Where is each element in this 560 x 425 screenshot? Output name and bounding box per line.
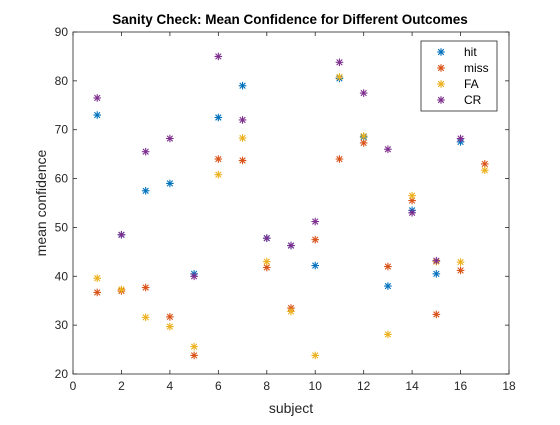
y-tick-label: 70 — [55, 123, 69, 137]
chart-title: Sanity Check: Mean Confidence for Differ… — [112, 12, 468, 27]
x-tick-label: 2 — [118, 379, 125, 393]
data-point-miss — [238, 156, 247, 165]
data-point-cr — [384, 145, 392, 154]
data-point-cr — [408, 208, 416, 217]
data-point-cr — [93, 94, 102, 102]
data-point-miss — [384, 262, 392, 271]
data-point-fa — [480, 166, 489, 175]
x-axis-label: subject — [269, 400, 313, 416]
data-point-miss — [93, 288, 102, 297]
data-point-fa — [311, 351, 320, 360]
legend-entry-fa: FA — [437, 77, 479, 91]
y-tick-label: 40 — [55, 269, 69, 283]
data-point-fa — [238, 134, 247, 142]
legend-box — [420, 40, 498, 112]
x-tick-label: 18 — [502, 379, 516, 393]
data-point-fa — [214, 170, 223, 179]
y-tick-label: 80 — [55, 74, 69, 88]
data-point-fa — [93, 274, 102, 283]
data-point-hit — [141, 186, 150, 195]
data-point-miss — [262, 263, 271, 272]
legend-label: FA — [464, 77, 479, 91]
legend-marker — [437, 48, 445, 56]
data-point-cr — [117, 230, 126, 239]
data-point-cr — [238, 116, 247, 124]
data-point-miss — [432, 310, 441, 319]
legend-entry-miss: miss — [437, 61, 489, 75]
data-point-fa — [408, 191, 416, 200]
x-tick-label: 12 — [357, 379, 371, 393]
plot-frame — [72, 31, 510, 375]
y-tick-label: 50 — [55, 220, 69, 234]
data-point-miss — [311, 235, 320, 244]
data-point-miss — [166, 313, 174, 321]
legend-label: hit — [464, 45, 477, 59]
data-point-cr — [262, 234, 271, 242]
y-tick-label: 30 — [55, 318, 69, 332]
data-point-hit — [384, 282, 392, 290]
x-tick-label: 4 — [167, 379, 174, 393]
data-point-cr — [456, 134, 465, 143]
data-point-cr — [432, 256, 441, 265]
y-axis-label: mean confidence — [33, 149, 49, 256]
data-point-miss — [335, 155, 344, 163]
y-tick-label: 90 — [55, 25, 69, 39]
data-point-cr — [311, 217, 320, 226]
data-points — [93, 52, 489, 360]
x-tick-label: 8 — [263, 379, 270, 393]
data-point-hit — [432, 270, 441, 278]
data-point-cr — [287, 241, 295, 250]
data-point-cr — [190, 272, 198, 281]
x-tick-label: 0 — [70, 379, 77, 393]
data-point-cr — [214, 52, 223, 61]
data-point-fa — [166, 322, 174, 331]
x-tick-label: 10 — [309, 379, 323, 393]
y-tick-label: 20 — [55, 367, 69, 381]
data-point-fa — [262, 257, 271, 266]
legend-marker — [437, 96, 445, 104]
legend-entry-cr: CR — [437, 93, 482, 107]
legend-label: miss — [464, 61, 489, 75]
data-point-fa — [335, 73, 344, 81]
data-point-hit — [93, 111, 102, 119]
data-point-cr — [166, 134, 174, 143]
data-point-hit — [214, 113, 223, 122]
y-tick-label: 60 — [55, 172, 69, 186]
data-point-miss — [141, 283, 150, 292]
legend-marker — [437, 80, 445, 88]
legend-label: CR — [464, 93, 482, 107]
data-point-hit — [311, 261, 320, 270]
legend-marker — [437, 64, 445, 72]
data-point-fa — [456, 258, 465, 266]
axis-ticks: 0 2 4 6 8 10 12 14 16 18 20 30 40 50 60 70 80 90 — [55, 25, 516, 393]
data-point-cr — [335, 58, 344, 67]
data-point-fa — [190, 342, 198, 351]
legend-entry-hit: hit — [437, 45, 477, 59]
series-cr — [93, 52, 465, 281]
data-point-cr — [141, 147, 150, 156]
x-tick-label: 16 — [454, 379, 468, 393]
data-point-miss — [190, 351, 198, 360]
x-tick-label: 14 — [405, 379, 419, 393]
data-point-miss — [480, 160, 489, 168]
data-point-fa — [359, 132, 368, 140]
data-point-miss — [214, 155, 223, 163]
x-tick-label: 6 — [215, 379, 222, 393]
data-point-fa — [287, 307, 295, 316]
data-point-miss — [359, 139, 368, 147]
series-fa — [93, 73, 489, 360]
data-point-fa — [384, 330, 392, 339]
data-point-fa — [141, 313, 150, 322]
data-point-fa — [117, 285, 126, 294]
data-point-miss — [456, 266, 465, 275]
data-point-hit — [166, 179, 174, 188]
data-point-hit — [238, 81, 247, 90]
legend: hit miss FA CR — [420, 40, 498, 112]
data-point-cr — [359, 89, 368, 97]
